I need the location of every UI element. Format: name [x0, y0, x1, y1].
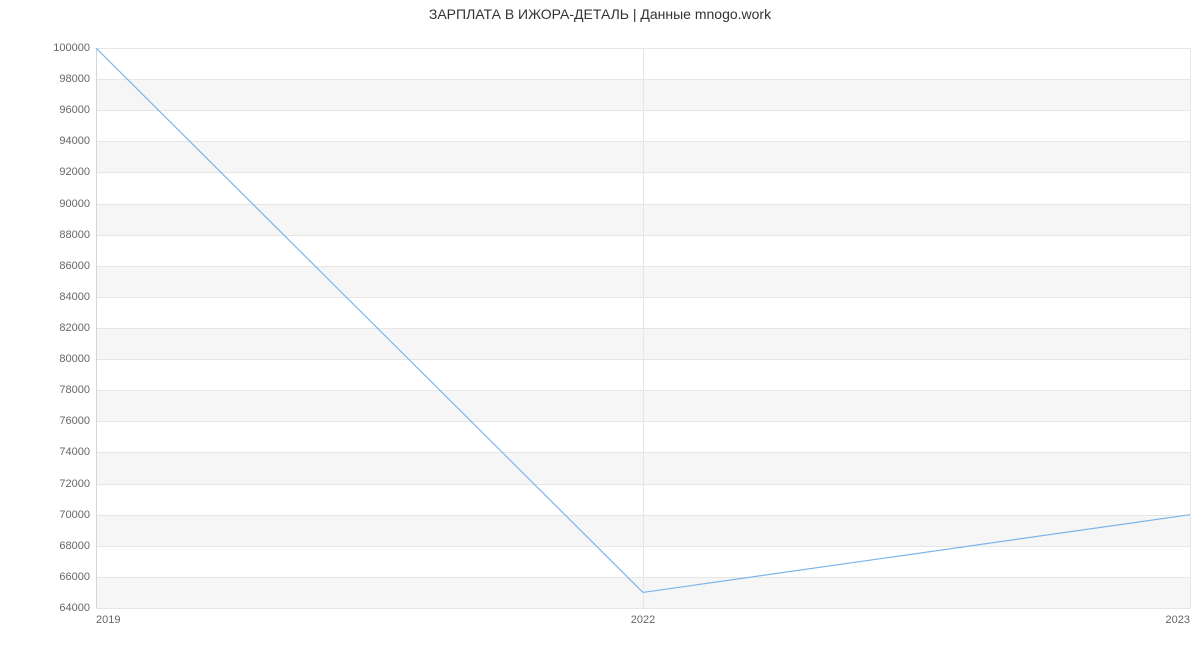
- y-tick-label: 78000: [59, 384, 90, 396]
- y-tick-label: 80000: [59, 353, 90, 365]
- x-tick-label: 2023: [1166, 614, 1190, 626]
- plot-area: 6400066000680007000072000740007600078000…: [96, 48, 1190, 608]
- y-tick-label: 68000: [59, 540, 90, 552]
- x-tick-label: 2019: [96, 614, 120, 626]
- y-tick-label: 90000: [59, 198, 90, 210]
- y-tick-label: 86000: [59, 260, 90, 272]
- y-tick-label: 64000: [59, 602, 90, 614]
- y-tick-label: 72000: [59, 478, 90, 490]
- y-gridline: [96, 608, 1190, 609]
- chart-title: ЗАРПЛАТА В ИЖОРА-ДЕТАЛЬ | Данные mnogo.w…: [0, 6, 1200, 22]
- y-tick-label: 88000: [59, 229, 90, 241]
- y-tick-label: 98000: [59, 73, 90, 85]
- x-tick-label: 2022: [631, 614, 655, 626]
- y-tick-label: 66000: [59, 571, 90, 583]
- y-tick-label: 94000: [59, 135, 90, 147]
- x-gridline: [1190, 48, 1191, 608]
- y-tick-label: 76000: [59, 415, 90, 427]
- series-line-salary: [96, 48, 1190, 592]
- y-tick-label: 96000: [59, 104, 90, 116]
- y-tick-label: 84000: [59, 291, 90, 303]
- y-tick-label: 74000: [59, 446, 90, 458]
- y-tick-label: 82000: [59, 322, 90, 334]
- salary-line-chart: ЗАРПЛАТА В ИЖОРА-ДЕТАЛЬ | Данные mnogo.w…: [0, 0, 1200, 650]
- y-tick-label: 70000: [59, 509, 90, 521]
- series-layer: [96, 48, 1190, 608]
- y-tick-label: 92000: [59, 166, 90, 178]
- y-tick-label: 100000: [53, 42, 90, 54]
